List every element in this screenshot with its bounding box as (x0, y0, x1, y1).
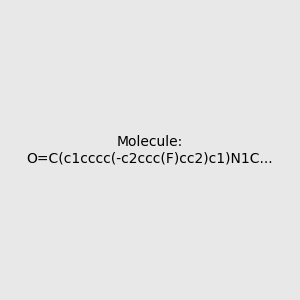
Text: Molecule: O=C(c1cccc(-c2ccc(F)cc2)c1)N1C...: Molecule: O=C(c1cccc(-c2ccc(F)cc2)c1)N1C… (27, 135, 273, 165)
